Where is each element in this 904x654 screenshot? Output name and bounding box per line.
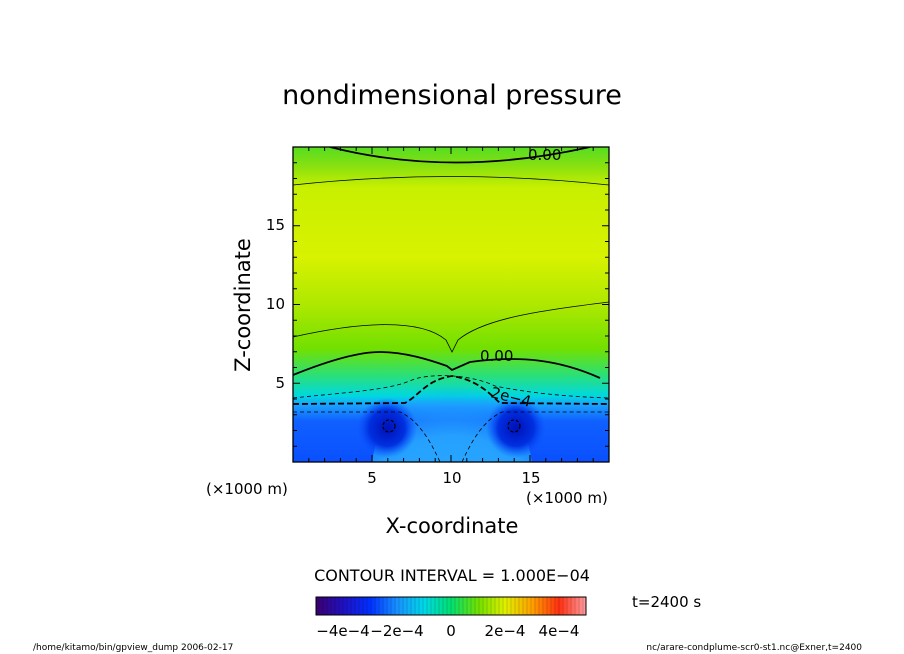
contour-line: [293, 375, 609, 399]
colorbar-tick-label: 2e−4: [485, 622, 526, 640]
contour-label: 0.00: [480, 347, 513, 365]
y-tick-label: 5: [275, 374, 285, 392]
contour-line: [293, 176, 609, 186]
colorbar-divisions: [316, 597, 586, 615]
time-label: t=2400 s: [632, 593, 701, 611]
y-tick-label: 15: [266, 216, 285, 234]
x-tick-label: 5: [367, 469, 377, 487]
contour-label: 0.00: [528, 146, 561, 164]
y-tick-label: 10: [266, 295, 285, 313]
contour-line: [293, 301, 609, 353]
contour-line: [293, 411, 609, 462]
colorbar-tick-label: −4e−4: [316, 622, 369, 640]
y-axis-title: Z-coordinate: [231, 238, 255, 372]
x-axis-title: X-coordinate: [386, 514, 519, 538]
vortex-left: [357, 398, 417, 458]
y-unit-label: (×1000 m): [206, 480, 288, 498]
axis-ticks: [293, 147, 609, 462]
contour-line: [507, 419, 521, 433]
x-tick-label: 10: [442, 469, 461, 487]
contour-line: [293, 375, 609, 405]
chart-title: nondimensional pressure: [282, 80, 622, 111]
vortex-right: [486, 398, 546, 458]
footer-left: /home/kitamo/bin/gpview_dump 2006-02-17: [33, 643, 233, 653]
colorbar-tick-label: 0: [446, 622, 456, 640]
colorbar-tick-label: −2e−4: [370, 622, 423, 640]
x-unit-label: (×1000 m): [526, 489, 608, 507]
colorbar-tick-label: 4e−4: [539, 622, 580, 640]
contour-line: [382, 419, 396, 433]
contour-line: [293, 351, 601, 379]
x-tick-label: 15: [521, 469, 540, 487]
plot-area: [293, 147, 609, 462]
colorbar-frame: [315, 596, 587, 616]
contour-line: [329, 147, 591, 164]
contour-interval-text: CONTOUR INTERVAL = 1.000E−04: [314, 566, 590, 585]
footer-right: nc/arare-condplume-scr0-st1.nc@Exner,t=2…: [646, 643, 862, 653]
